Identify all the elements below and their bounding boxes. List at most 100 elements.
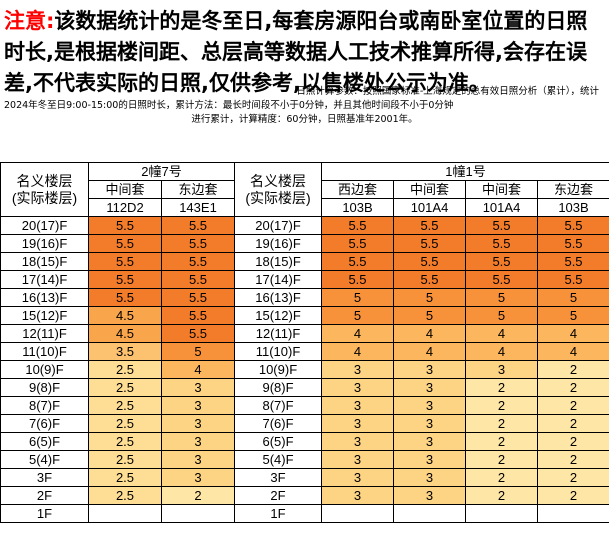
sunlight-hours-cell: 3 [161, 450, 235, 469]
sunlight-hours-cell: 5.5 [88, 216, 162, 235]
unit-type: 西边套 [321, 180, 394, 199]
sunlight-hours-cell: 3 [393, 378, 466, 397]
sunlight-hours-cell: 2 [161, 486, 235, 505]
sunlight-hours-cell: 2.5 [88, 396, 162, 415]
sunlight-hours-cell: 2 [536, 486, 609, 505]
sunlight-hours-cell: 3 [161, 468, 235, 487]
sunlight-hours-cell: 3 [393, 432, 466, 451]
table-row: 16(13)F 5.5 5.5 16(13)F 5 5 5 5 [0, 288, 609, 307]
sunlight-hours-cell: 4 [161, 360, 235, 379]
floor-cell: 9(8)F [234, 378, 322, 397]
floor-label-header-left: 名义楼层 (实际楼层) [0, 162, 89, 217]
sunlight-hours-cell: 2.5 [88, 468, 162, 487]
unit-type: 东边套 [536, 180, 609, 199]
sunlight-hours-cell: 5.5 [536, 216, 609, 235]
floor-label-header-right: 名义楼层 (实际楼层) [234, 162, 322, 217]
params-line-3: 进行累计，计算精度：60分钟，日照基准年2001年。 [191, 114, 418, 125]
floor-cell: 1F [0, 504, 89, 523]
floor-cell: 10(9)F [234, 360, 322, 379]
sunlight-hours-cell: 3 [465, 360, 538, 379]
table-row: 1F 1F [0, 504, 609, 523]
sunlight-hours-cell: 4 [393, 324, 466, 343]
sunlight-hours-cell: 5.5 [161, 306, 235, 325]
sunlight-hours-cell: 3 [393, 360, 466, 379]
sunlight-hours-cell: 5.5 [465, 252, 538, 271]
table-row: 20(17)F 5.5 5.5 20(17)F 5.5 5.5 5.5 5.5 [0, 216, 609, 235]
unit-code: 143E1 [161, 198, 235, 217]
sunlight-hours-cell: 3 [161, 414, 235, 433]
floor-cell: 16(13)F [0, 288, 89, 307]
floor-cell: 8(7)F [0, 396, 89, 415]
sunlight-hours-cell: 5.5 [536, 234, 609, 253]
sunlight-hours-cell: 2 [536, 414, 609, 433]
sunlight-hours-cell: 2.5 [88, 432, 162, 451]
sunlight-hours-cell: 2 [465, 450, 538, 469]
sunlight-hours-cell: 5.5 [321, 270, 394, 289]
sunlight-hours-cell: 5 [465, 306, 538, 325]
floor-cell: 15(12)F [234, 306, 322, 325]
sunlight-hours-cell: 5 [465, 288, 538, 307]
sunlight-hours-cell: 3 [321, 396, 394, 415]
floor-cell: 5(4)F [234, 450, 322, 469]
sunlight-hours-cell: 2 [536, 396, 609, 415]
table-row: 15(12)F 4.5 5.5 15(12)F 5 5 5 5 [0, 306, 609, 325]
table-row: 17(14)F 5.5 5.5 17(14)F 5.5 5.5 5.5 5.5 [0, 270, 609, 289]
floor-cell: 20(17)F [0, 216, 89, 235]
sunlight-hours-cell: 2.5 [88, 486, 162, 505]
sunlight-hours-cell: 5 [321, 288, 394, 307]
table-row: 2F 2.5 2 2F 3 3 2 2 [0, 486, 609, 505]
sunlight-hours-cell: 5 [161, 342, 235, 361]
floor-cell: 3F [0, 468, 89, 487]
floor-cell: 1F [234, 504, 322, 523]
floor-cell: 12(11)F [0, 324, 89, 343]
floor-cell: 6(5)F [0, 432, 89, 451]
sunlight-hours-cell: 2 [536, 378, 609, 397]
sunlight-hours-cell: 3 [321, 360, 394, 379]
floor-cell: 17(14)F [234, 270, 322, 289]
notice-lead: 注意: [4, 9, 55, 33]
sunlight-hours-cell: 2 [536, 468, 609, 487]
notice-block: 注意:该数据统计的是冬至日,每套房源阳台或南卧室位置的日照时长,是根据楼间距、总… [0, 0, 609, 156]
floor-cell: 9(8)F [0, 378, 89, 397]
sunlight-hours-cell: 3 [393, 414, 466, 433]
notice-main-text: 该数据统计的是冬至日,每套房源阳台或南卧室位置的日照时长,是根据楼间距、总层高等… [4, 9, 588, 95]
sunlight-hours-cell: 3 [321, 486, 394, 505]
sunlight-hours-cell: 5 [536, 306, 609, 325]
table-header: 名义楼层 (实际楼层) 2幢7号 名义楼层 (实际楼层) 1幢1号 中间套 东边… [0, 162, 609, 217]
sunlight-hours-cell: 2 [536, 360, 609, 379]
floor-cell: 7(6)F [0, 414, 89, 433]
sunlight-hours-cell: 3 [161, 432, 235, 451]
sunlight-hours-cell [465, 504, 538, 523]
sunlight-hours-cell: 5 [321, 306, 394, 325]
floor-cell: 16(13)F [234, 288, 322, 307]
table-body: 20(17)F 5.5 5.5 20(17)F 5.5 5.5 5.5 5.5 19(16)F 5… [0, 216, 609, 523]
unit-code: 103B [536, 198, 609, 217]
sunlight-hours-cell: 5.5 [536, 270, 609, 289]
building-name-b: 1幢1号 [320, 162, 609, 181]
unit-code: 112D2 [88, 198, 162, 217]
sunlight-hours-cell: 4.5 [88, 324, 162, 343]
sunlight-hours-cell: 5.5 [321, 216, 394, 235]
table-row: 3F 2.5 3 3F 3 3 2 2 [0, 468, 609, 487]
notice-text: 注意:该数据统计的是冬至日,每套房源阳台或南卧室位置的日照时长,是根据楼间距、总… [4, 6, 605, 99]
floor-cell: 2F [234, 486, 322, 505]
sunlight-hours-cell: 5.5 [393, 234, 466, 253]
sunlight-hours-cell: 3 [393, 468, 466, 487]
sunlight-hours-cell: 3 [321, 378, 394, 397]
sunlight-hours-cell: 3 [321, 450, 394, 469]
sunlight-hours-cell: 5.5 [321, 234, 394, 253]
table-row: 6(5)F 2.5 3 6(5)F 3 3 2 2 [0, 432, 609, 451]
sunlight-hours-cell: 4.5 [88, 306, 162, 325]
sunlight-hours-cell: 5.5 [161, 252, 235, 271]
unit-code: 101A4 [393, 198, 466, 217]
floor-label-line2: (实际楼层) [245, 189, 311, 206]
sunlight-hours-cell: 5.5 [465, 270, 538, 289]
sunlight-hours-cell: 5.5 [393, 270, 466, 289]
sunlight-hours-cell: 2 [465, 414, 538, 433]
sunlight-hours-cell: 2 [465, 432, 538, 451]
floor-cell: 7(6)F [234, 414, 322, 433]
sunlight-hours-cell: 5.5 [161, 234, 235, 253]
sunlight-hours-cell: 5.5 [393, 252, 466, 271]
sunlight-hours-cell [161, 504, 235, 523]
floor-cell: 19(16)F [234, 234, 322, 253]
